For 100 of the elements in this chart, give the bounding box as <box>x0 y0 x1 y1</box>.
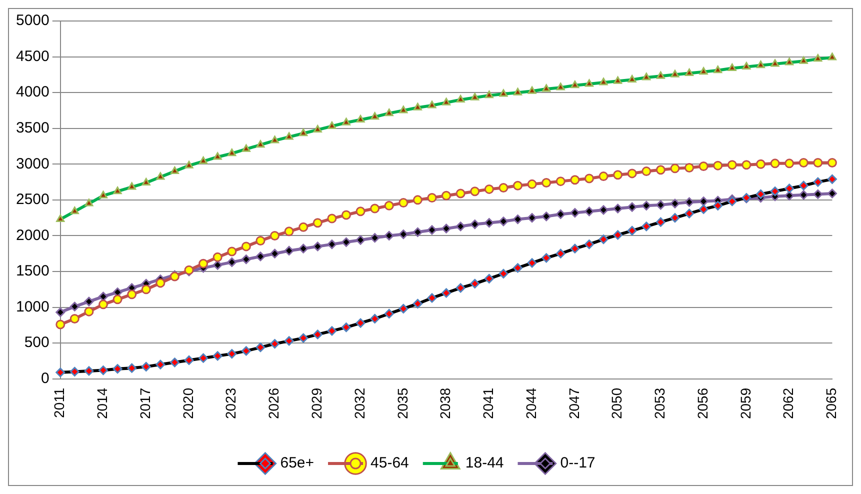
point <box>756 159 766 169</box>
x-tick-label: 2053 <box>652 388 668 420</box>
point <box>98 300 108 310</box>
point <box>642 200 652 210</box>
x-tick-label: 2065 <box>823 388 840 420</box>
point <box>327 240 337 250</box>
x-tick-label: 2020 <box>180 388 196 420</box>
point <box>627 202 637 212</box>
point <box>570 175 580 185</box>
point <box>56 320 66 330</box>
point <box>427 193 437 203</box>
point <box>127 290 137 300</box>
point <box>613 204 623 214</box>
point <box>542 178 552 188</box>
point <box>98 292 108 302</box>
x-tick-label: 2059 <box>737 388 754 420</box>
point <box>427 225 437 235</box>
x-tick-label: 2062 <box>780 388 796 420</box>
legend-label: 45-64 <box>370 454 409 472</box>
point <box>598 205 608 215</box>
point <box>698 162 708 172</box>
point <box>370 233 380 243</box>
point <box>798 158 808 168</box>
y-tick-label: 2500 <box>16 191 50 208</box>
x-tick-label: 2044 <box>522 388 539 420</box>
point <box>284 226 294 236</box>
point <box>670 164 680 174</box>
point <box>470 220 480 230</box>
point <box>742 160 752 170</box>
point <box>813 158 823 168</box>
point <box>584 174 594 184</box>
legend-label: 0--17 <box>560 454 596 472</box>
point <box>656 200 666 210</box>
x-tick-label: 2023 <box>222 388 239 420</box>
x-tick-label: 2038 <box>437 388 454 420</box>
point <box>498 216 508 226</box>
point <box>241 242 251 252</box>
point <box>212 260 222 270</box>
point <box>398 198 408 208</box>
point <box>442 190 452 200</box>
point <box>556 209 566 219</box>
point <box>584 206 594 216</box>
point <box>456 188 466 198</box>
point <box>798 190 808 200</box>
y-tick-label: 3000 <box>16 155 50 172</box>
point <box>813 189 823 199</box>
y-tick-label: 1500 <box>16 262 50 280</box>
point <box>356 206 366 216</box>
point <box>570 208 580 218</box>
point <box>312 218 322 228</box>
point <box>227 257 237 267</box>
point <box>484 218 494 228</box>
point <box>70 314 80 324</box>
point <box>156 278 166 288</box>
y-tick-label: 3500 <box>16 119 50 136</box>
y-tick-label: 500 <box>24 334 50 352</box>
x-tick-label: 2017 <box>136 388 153 420</box>
point <box>684 197 694 207</box>
point <box>70 302 80 312</box>
y-tick-label: 4000 <box>16 84 50 101</box>
point <box>784 190 794 200</box>
point <box>513 214 522 224</box>
point <box>270 230 280 240</box>
point <box>270 248 280 258</box>
point <box>656 165 666 175</box>
x-tick-label: 2050 <box>608 388 625 420</box>
point <box>284 246 294 256</box>
x-tick-label: 2035 <box>394 388 410 420</box>
point <box>470 186 480 196</box>
point <box>613 170 623 180</box>
point <box>727 160 737 170</box>
point <box>827 188 837 198</box>
point <box>456 222 466 232</box>
x-tick-label: 2056 <box>694 388 710 420</box>
point <box>256 236 266 246</box>
point <box>698 196 708 206</box>
point <box>527 213 537 223</box>
point <box>398 230 408 240</box>
point <box>84 306 94 316</box>
x-tick-label: 2029 <box>308 388 325 420</box>
y-tick-label: 4500 <box>16 48 50 65</box>
point <box>384 200 394 210</box>
point <box>513 180 522 190</box>
point <box>412 227 422 237</box>
point <box>356 235 366 245</box>
point <box>327 214 337 224</box>
point <box>341 210 351 220</box>
point <box>442 224 452 234</box>
point <box>56 308 66 318</box>
x-tick-label: 2047 <box>566 388 582 420</box>
point <box>112 294 122 304</box>
y-tick-label: 2000 <box>16 226 50 244</box>
point <box>770 158 780 168</box>
point <box>670 198 680 208</box>
y-tick-label: 0 <box>41 370 50 387</box>
point <box>141 284 151 294</box>
x-tick-label: 2014 <box>94 388 110 420</box>
point <box>542 212 552 222</box>
point <box>341 237 351 247</box>
point <box>241 254 251 264</box>
